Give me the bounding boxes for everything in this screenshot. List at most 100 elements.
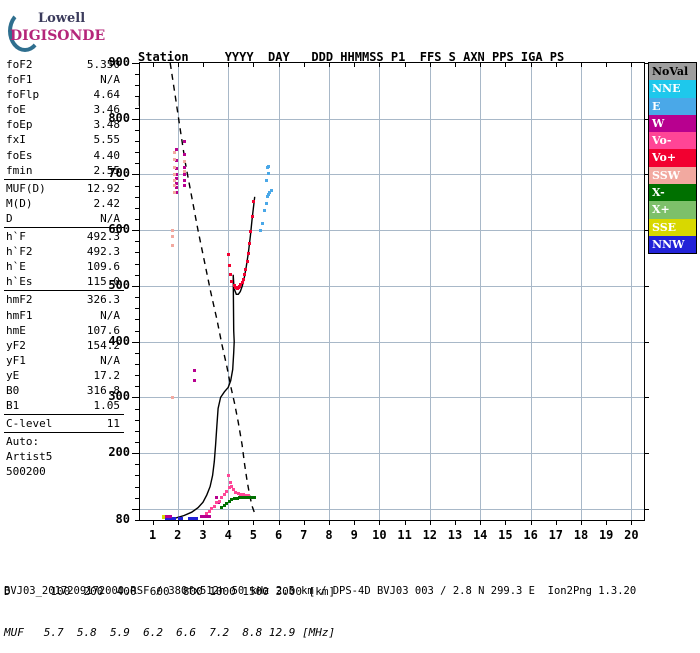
distance-scale-row: D 100 200 400 600 800 1000 1500 3000 [km… — [4, 585, 336, 598]
y-tick — [135, 74, 140, 76]
param-key: foF2 — [6, 58, 33, 71]
y-tick-right — [644, 341, 649, 343]
legend-item-nnw[interactable]: NNW — [649, 235, 696, 254]
param-value: 4.64 — [93, 88, 121, 102]
data-point — [233, 284, 236, 288]
x-tick-top — [631, 63, 633, 67]
y-axis-label: 900 — [108, 55, 130, 69]
auto-code: 500200 — [6, 465, 46, 479]
data-point — [234, 490, 238, 494]
data-point — [250, 215, 254, 219]
y-tick — [135, 308, 140, 310]
data-point — [171, 244, 175, 248]
y-tick — [135, 475, 140, 477]
data-point — [251, 199, 255, 203]
x-axis-label: 13 — [447, 528, 463, 542]
vgrid-line — [631, 63, 633, 520]
data-point — [265, 178, 268, 182]
param-key: foF1 — [6, 73, 33, 87]
x-axis-label: 6 — [274, 528, 283, 542]
y-axis-label: 800 — [108, 110, 130, 125]
x-axis-label: 1 — [148, 528, 157, 542]
y-tick — [135, 163, 140, 165]
legend-item-ssw[interactable]: SSW — [649, 166, 696, 185]
y-tick — [135, 486, 140, 488]
y-tick-right — [644, 118, 649, 120]
data-point — [246, 493, 250, 497]
legend-item-e[interactable]: E — [649, 97, 696, 115]
x-tick-top — [354, 63, 356, 67]
x-tick-top — [455, 63, 456, 67]
data-point — [172, 184, 176, 188]
y-axis-label: 600 — [108, 222, 130, 237]
data-point — [265, 195, 269, 199]
data-point — [244, 493, 248, 497]
data-point — [215, 496, 219, 500]
ionogram-plot-area[interactable]: 80 200 300 400 500 600 700 800 900 1 2 3 4 5 6 7 8 9 10 11 1… — [108, 56, 649, 541]
vgrid-line — [278, 63, 280, 520]
data-point — [182, 139, 186, 143]
x-tick-top — [379, 63, 381, 67]
param-key: h`Es — [6, 275, 33, 289]
data-point — [172, 158, 176, 162]
data-point — [172, 190, 176, 194]
param-row-yf1: yF1 N/A — [4, 353, 124, 368]
x-axis-label: 12 — [422, 528, 438, 542]
x-axis-label: 20 — [624, 528, 639, 542]
x-tick — [329, 520, 330, 525]
vgrid-line — [581, 63, 582, 520]
param-row-fof1: foF1 N/A — [4, 72, 124, 87]
data-point — [227, 499, 231, 503]
data-point — [182, 172, 186, 176]
data-point — [253, 496, 257, 500]
legend-item-noval[interactable]: NoVal — [649, 63, 696, 81]
legend-item-x[interactable]: X+ — [649, 201, 696, 219]
data-point — [192, 369, 196, 373]
legend-item-nne[interactable]: NNE — [649, 80, 696, 98]
data-point — [245, 260, 249, 264]
param-key: MUF(D) — [6, 181, 46, 195]
x-tick-top — [429, 63, 431, 67]
x-axis-label: 18 — [573, 528, 589, 542]
legend-item-sse[interactable]: SSE — [649, 218, 696, 236]
param-row-d: D N/A — [4, 211, 124, 226]
data-point — [231, 488, 235, 492]
y-tick — [132, 508, 140, 510]
x-tick — [530, 520, 532, 525]
x-tick — [303, 520, 305, 525]
data-point — [182, 184, 186, 188]
data-point — [187, 516, 191, 520]
file-info-footer: BVJ03_2017209172000.RSF / 380fx512h 50 k… — [4, 585, 637, 597]
logo-lowell-text: Lowell — [38, 11, 86, 26]
param-value: N/A — [100, 73, 120, 87]
data-point — [244, 267, 248, 271]
data-point — [162, 516, 166, 520]
x-tick-top — [303, 63, 305, 67]
hgrid-line — [140, 397, 644, 399]
x-tick — [404, 520, 406, 525]
legend-item-x[interactable]: X- — [649, 184, 696, 202]
data-point — [266, 171, 270, 175]
x-tick — [429, 520, 431, 525]
param-value: 5.350 — [86, 58, 120, 71]
data-point — [172, 172, 176, 176]
legend-item-vo[interactable]: Vo+ — [649, 149, 696, 167]
data-point — [175, 181, 179, 185]
param-row-hmf2: hmF2 326.3 — [4, 292, 124, 307]
param-value: 492.3 — [86, 230, 120, 244]
legend-item-w[interactable]: W — [649, 114, 696, 133]
data-point — [269, 188, 273, 192]
y-tick — [135, 241, 140, 243]
y-tick — [135, 464, 140, 466]
y-tick — [132, 453, 140, 455]
x-axis-label: 2 — [174, 528, 182, 542]
legend-item-vo[interactable]: Vo- — [649, 132, 696, 150]
data-point — [240, 496, 244, 500]
param-value: 115.0 — [86, 275, 120, 289]
x-tick-top — [203, 63, 204, 67]
data-point — [240, 281, 244, 285]
x-tick — [203, 520, 204, 525]
data-point — [175, 186, 179, 190]
data-point — [263, 208, 267, 212]
x-tick-top — [278, 63, 280, 67]
